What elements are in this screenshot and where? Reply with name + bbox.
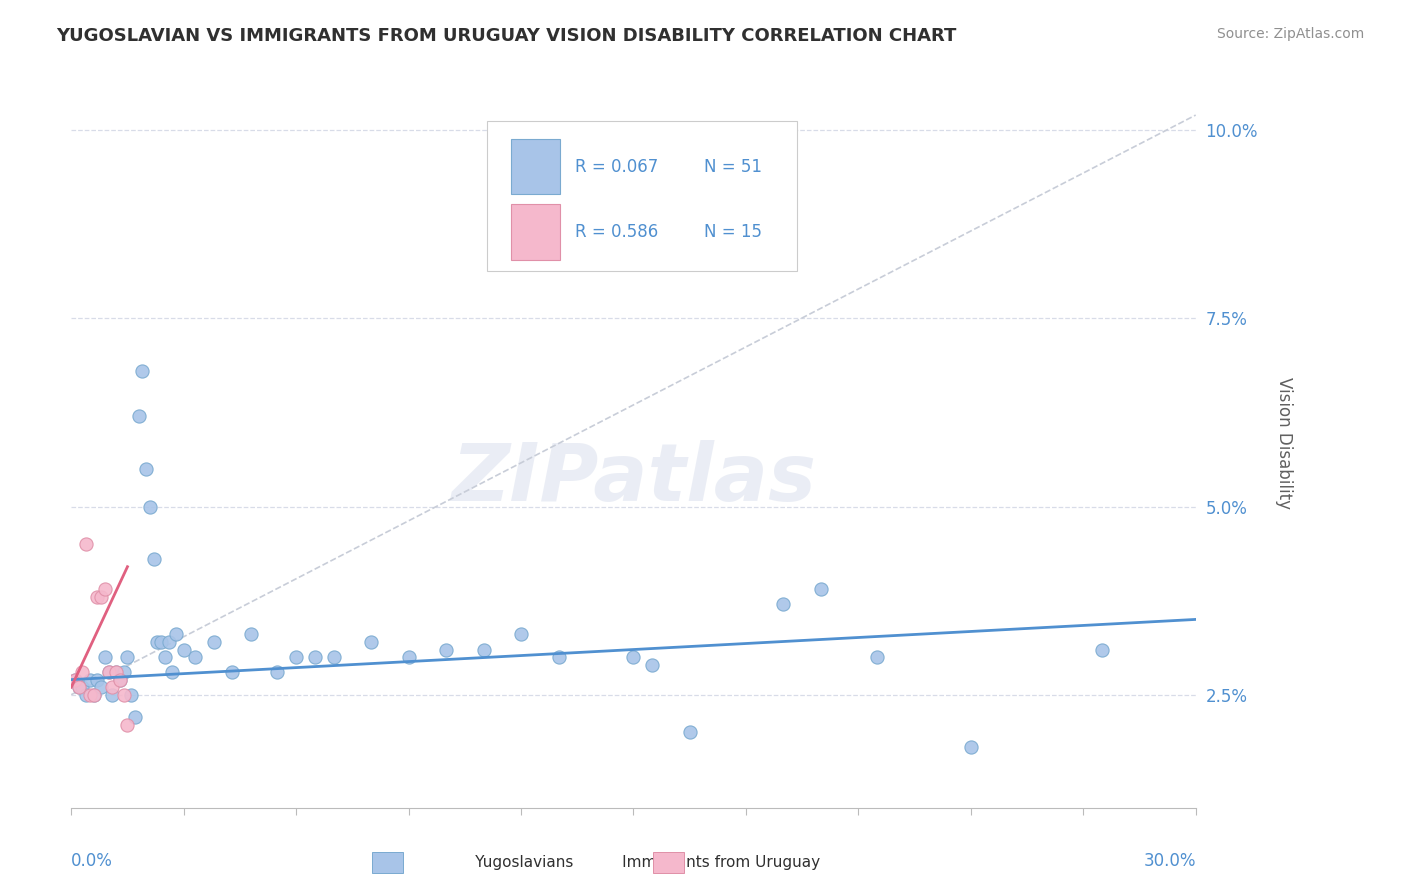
Point [75,688,97,702]
Text: N = 15: N = 15 [704,223,762,241]
Point [142,552,165,566]
Point [959,740,981,755]
Point [79,688,101,702]
Point [105,665,128,679]
Point [112,688,135,702]
Point [146,635,169,649]
Point [221,665,243,679]
Point [131,364,153,378]
Point [86,590,108,604]
Text: 30.0%: 30.0% [1143,852,1195,870]
Point [67,680,90,694]
Point [641,657,664,672]
Point [810,582,832,597]
Point [285,650,308,665]
Point [360,635,382,649]
Point [157,635,180,649]
Text: R = 0.067: R = 0.067 [575,158,658,176]
FancyBboxPatch shape [488,121,797,271]
Point [139,500,162,514]
Point [90,590,112,604]
Point [184,650,207,665]
Point [434,642,457,657]
Text: Yugoslavians          Immigrants from Uruguay: Yugoslavians Immigrants from Uruguay [446,855,821,870]
Text: ZIPatlas: ZIPatlas [451,440,815,518]
Point [679,725,702,739]
Point [120,688,142,702]
Point [108,673,131,687]
Point [128,409,150,424]
Point [94,650,117,665]
Point [67,680,90,694]
Text: 0.0%: 0.0% [72,852,112,870]
Point [124,710,146,724]
Point [72,680,94,694]
Y-axis label: Vision Disability: Vision Disability [1275,376,1292,508]
Point [472,642,495,657]
Point [86,673,108,687]
Point [108,673,131,687]
Point [72,665,94,679]
Point [97,665,120,679]
Point [153,650,176,665]
Point [398,650,420,665]
Point [173,642,195,657]
Point [90,680,112,694]
Text: N = 51: N = 51 [704,158,762,176]
Point [83,688,105,702]
Point [79,673,101,687]
FancyBboxPatch shape [510,139,561,194]
Point [117,650,139,665]
Point [266,665,288,679]
Point [1091,642,1114,657]
Text: R = 0.586: R = 0.586 [575,223,658,241]
Text: YUGOSLAVIAN VS IMMIGRANTS FROM URUGUAY VISION DISABILITY CORRELATION CHART: YUGOSLAVIAN VS IMMIGRANTS FROM URUGUAY V… [56,27,956,45]
Point [240,627,263,641]
Point [547,650,569,665]
Point [83,688,105,702]
Point [105,665,128,679]
Point [623,650,645,665]
Point [304,650,326,665]
Point [112,665,135,679]
Point [150,635,173,649]
Point [322,650,344,665]
Point [772,598,794,612]
Point [101,680,124,694]
Point [162,665,184,679]
Point [135,462,157,476]
Point [101,688,124,702]
Text: Source: ZipAtlas.com: Source: ZipAtlas.com [1216,27,1364,41]
Point [75,537,97,551]
Point [165,627,187,641]
Point [202,635,225,649]
Point [63,673,86,687]
FancyBboxPatch shape [510,204,561,260]
Point [63,673,86,687]
Point [97,665,120,679]
Point [117,718,139,732]
Point [510,627,533,641]
Point [94,582,117,597]
Point [866,650,889,665]
